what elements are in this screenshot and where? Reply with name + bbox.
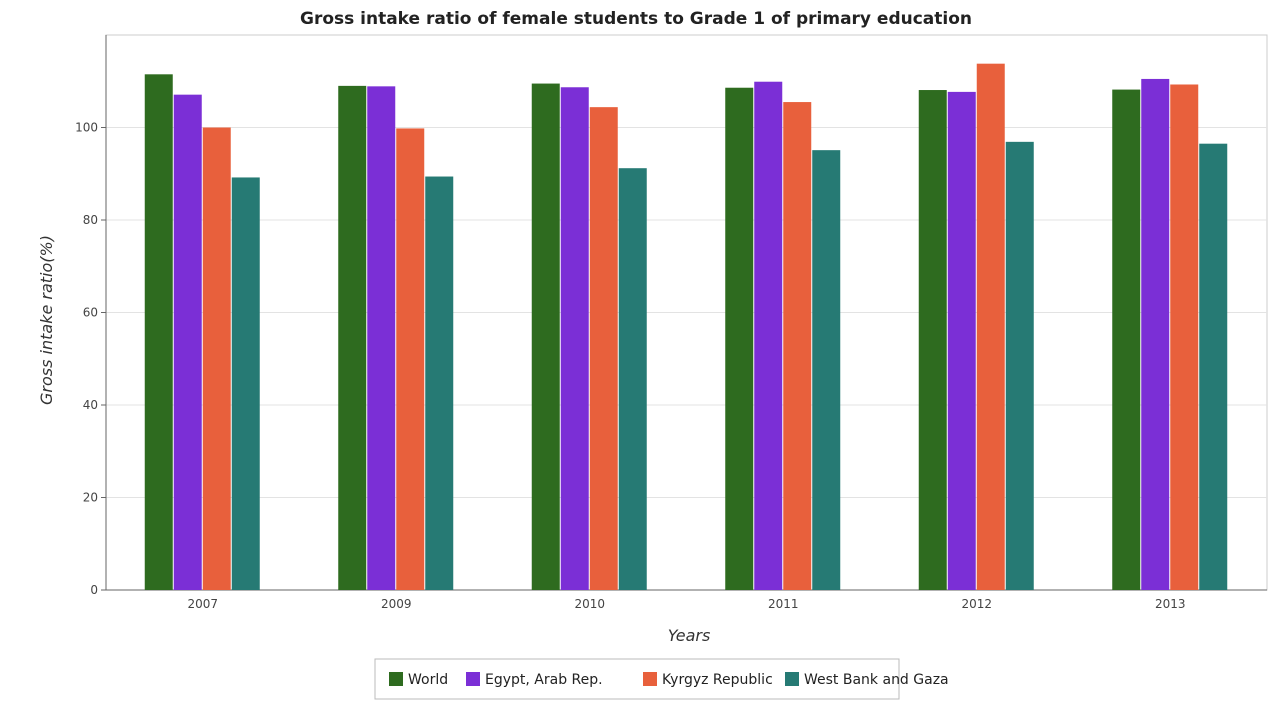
bar <box>725 87 754 590</box>
chart-title: Gross intake ratio of female students to… <box>300 9 972 29</box>
bar <box>231 177 260 590</box>
legend-swatch <box>389 672 403 686</box>
x-tick-label: 2013 <box>1155 597 1186 611</box>
y-tick-label: 0 <box>90 583 98 597</box>
y-tick-label: 100 <box>75 121 98 135</box>
legend-swatch <box>785 672 799 686</box>
y-tick-label: 80 <box>83 213 98 227</box>
legend-label: Egypt, Arab Rep. <box>485 672 603 688</box>
y-axis-label: Gross intake ratio(%) <box>37 235 56 405</box>
bar <box>1005 141 1034 590</box>
bar <box>202 127 231 590</box>
bar <box>589 107 618 591</box>
x-tick-label: 2012 <box>961 597 992 611</box>
x-axis-label: Years <box>668 626 711 645</box>
legend: World Egypt, Arab Rep. Kyrgyz Republic West… <box>374 658 949 700</box>
bar <box>560 87 589 590</box>
bar <box>144 74 173 590</box>
bar <box>173 94 202 590</box>
bar <box>947 91 976 590</box>
bar <box>918 90 947 590</box>
bar <box>1170 84 1199 591</box>
y-tick-label: 60 <box>83 306 98 320</box>
bar <box>1199 143 1228 590</box>
plot-area: 0 20 40 60 80 100 2007 2009 2010 2011 2012 2013 <box>75 34 1268 611</box>
bar <box>396 128 425 591</box>
x-tick-label: 2009 <box>381 597 412 611</box>
bar <box>338 85 367 590</box>
legend-box <box>374 658 900 700</box>
bar <box>976 63 1005 591</box>
bar <box>812 150 841 590</box>
bar <box>367 86 396 591</box>
legend-swatch <box>466 672 480 686</box>
bar <box>618 168 647 590</box>
legend-swatch <box>643 672 657 686</box>
bar <box>425 176 454 590</box>
legend-label: World <box>408 672 448 688</box>
bar <box>1141 78 1170 590</box>
x-tick-label: 2011 <box>768 597 799 611</box>
legend-label: West Bank and Gaza <box>804 672 949 688</box>
bar <box>783 102 812 590</box>
bar <box>531 83 560 590</box>
legend-label: Kyrgyz Republic <box>662 672 773 688</box>
x-tick-label: 2010 <box>574 597 605 611</box>
x-tick-label: 2007 <box>187 597 218 611</box>
bar <box>754 81 783 591</box>
y-tick-label: 40 <box>83 398 98 412</box>
y-tick-label: 20 <box>83 491 98 505</box>
bar <box>1112 89 1141 590</box>
